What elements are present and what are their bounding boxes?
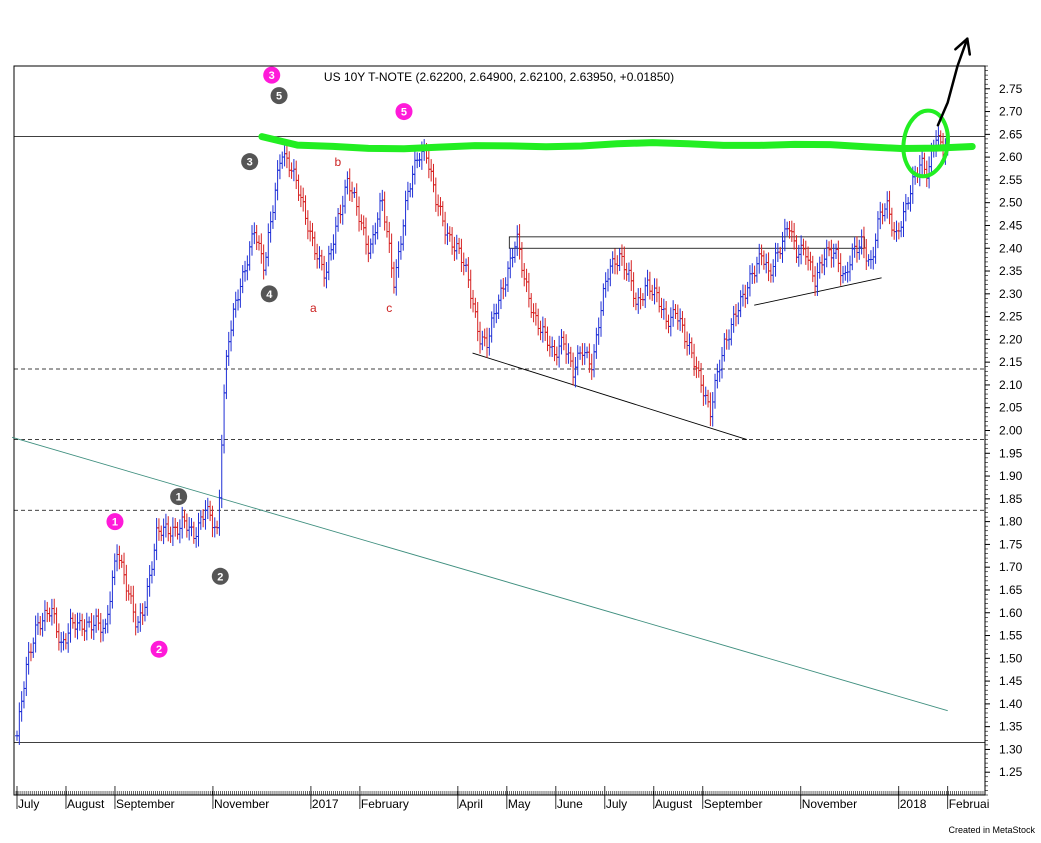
y-tick-label: 2.65 (999, 127, 1023, 141)
wave-marker (395, 103, 413, 121)
y-tick-label: 2.15 (999, 355, 1023, 369)
month-label: November (802, 797, 857, 811)
y-tick-label: 1.40 (999, 697, 1023, 711)
month-label: 2018 (900, 797, 927, 811)
highlight-ellipse (901, 108, 950, 179)
y-tick-label: 1.50 (999, 651, 1023, 665)
wave-marker-label: 2 (156, 644, 162, 656)
y-tick-label: 1.85 (999, 492, 1023, 506)
month-label: July (606, 797, 627, 811)
month-label: August (67, 797, 105, 811)
y-tick-label: 1.80 (999, 515, 1023, 529)
wave-marker-label: 3 (269, 70, 275, 82)
y-tick-label: 2.10 (999, 378, 1023, 392)
y-tick-label: 2.60 (999, 150, 1023, 164)
resistance-band (258, 133, 976, 153)
wave-marker (211, 567, 229, 585)
wave-marker-label: 2 (217, 571, 223, 583)
plot-frame (13, 65, 986, 796)
y-tick-label: 2.25 (999, 310, 1023, 324)
y-tick-label: 1.90 (999, 469, 1023, 483)
price-bars (15, 126, 950, 745)
y-tick-label: 2.00 (999, 424, 1023, 438)
y-tick-label: 1.95 (999, 446, 1023, 460)
y-tick-label: 2.50 (999, 196, 1023, 210)
month-label: July (18, 797, 39, 811)
y-tick-label: 2.70 (999, 105, 1023, 119)
y-tick-label: 2.45 (999, 218, 1023, 232)
y-tick-label: 2.40 (999, 241, 1023, 255)
range-box (508, 236, 865, 249)
month-label: April (459, 797, 483, 811)
forecast-arrowhead (954, 37, 972, 56)
y-tick-label: 2.75 (999, 82, 1023, 96)
y-tick-label: 2.05 (999, 401, 1023, 415)
y-tick-label: 1.45 (999, 674, 1023, 688)
wave-marker (270, 87, 288, 105)
month-label: November (214, 797, 269, 811)
wave-marker (241, 153, 259, 171)
wave-marker (263, 66, 281, 84)
wave-marker (106, 513, 124, 531)
month-label: June (557, 797, 583, 811)
y-tick-label: 1.25 (999, 765, 1023, 779)
wave-marker (170, 488, 188, 506)
y-tick-label: 2.35 (999, 264, 1023, 278)
month-label: September (704, 797, 763, 811)
month-label: February (361, 797, 409, 811)
y-tick-label: 2.20 (999, 332, 1023, 346)
month-label: May (508, 797, 531, 811)
y-tick-label: 2.30 (999, 287, 1023, 301)
y-tick-label: 1.35 (999, 720, 1023, 734)
wave-marker-label: 3 (247, 157, 253, 169)
wave-letter-label: b (335, 155, 342, 169)
wave-marker (260, 285, 278, 303)
month-label: Februai (949, 797, 990, 811)
wave-marker-label: 5 (276, 91, 282, 103)
trendline (11, 436, 948, 712)
trendline (472, 352, 748, 441)
month-label: 2017 (312, 797, 339, 811)
credit-text: Created in MetaStock (948, 825, 1035, 835)
forecast-arrow (936, 37, 969, 127)
y-tick-label: 1.65 (999, 583, 1023, 597)
y-tick-label: 2.55 (999, 173, 1023, 187)
y-tick-label: 1.75 (999, 537, 1023, 551)
wave-marker-label: 5 (401, 107, 407, 119)
y-tick-label: 1.60 (999, 606, 1023, 620)
wave-marker-label: 4 (266, 289, 273, 301)
y-tick-label: 1.30 (999, 742, 1023, 756)
chart-title: US 10Y T-NOTE (2.62200, 2.64900, 2.62100… (323, 70, 675, 84)
wave-marker (150, 640, 168, 658)
y-tick-label: 1.55 (999, 629, 1023, 643)
wave-letter-label: a (310, 301, 317, 315)
month-label: August (655, 797, 693, 811)
wave-marker-label: 1 (176, 492, 182, 504)
y-tick-label: 1.70 (999, 560, 1023, 574)
wave-letter-label: c (386, 301, 392, 315)
month-label: September (116, 797, 175, 811)
wave-marker-label: 1 (112, 517, 118, 529)
